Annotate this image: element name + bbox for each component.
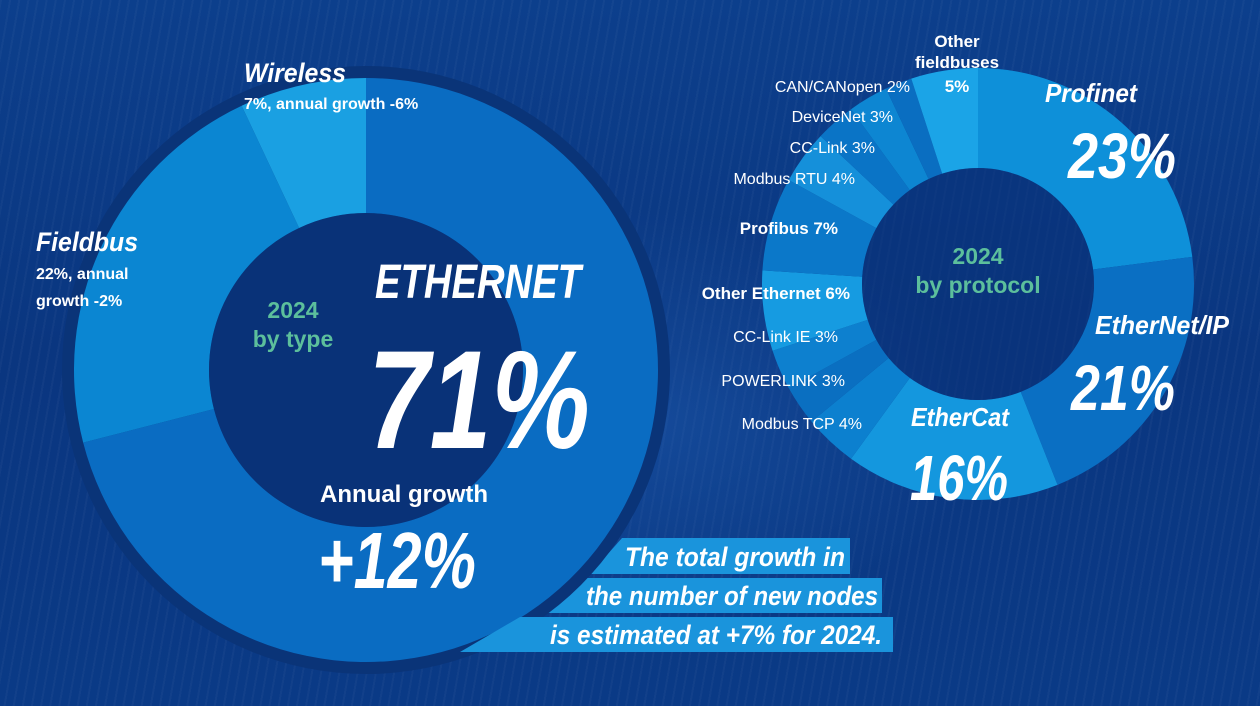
donut-by-type — [62, 66, 670, 674]
ethercat-value: 16% — [910, 442, 1008, 514]
devicenet-label: DeviceNet 3% — [792, 109, 893, 126]
banner-line-1: The total growth in — [625, 542, 845, 572]
donut-segment-fieldbus — [73, 105, 300, 443]
other-fieldbuses-label-3: 5% — [945, 77, 970, 96]
donut-segment-can-canopen — [886, 78, 943, 180]
banner-line-3: is estimated at +7% for 2024. — [550, 620, 882, 650]
ethernet-label: ETHERNET — [375, 256, 584, 309]
banner-line-2: the number of new nodes — [586, 581, 878, 611]
other-fieldbuses-label-2: fieldbuses — [915, 53, 999, 72]
profibus-label: Profibus 7% — [740, 219, 838, 238]
fieldbus-detail-2: growth -2% — [36, 293, 122, 310]
donut-hole — [209, 213, 523, 527]
banner-stripe-3 — [460, 617, 893, 652]
other-ethernet-label: Other Ethernet 6% — [702, 284, 850, 303]
donut-segment-powerlink — [788, 339, 889, 422]
ethernet-value: 71% — [368, 321, 590, 478]
ethernetip-value: 21% — [1070, 352, 1175, 424]
donut-segment-devicenet — [851, 88, 929, 191]
donut-segment-other-ethernet — [762, 270, 868, 351]
donut-by-protocol — [762, 68, 1194, 500]
donut-segment-cc-link — [820, 109, 910, 205]
banner-stripe-2 — [545, 578, 882, 613]
donut-segment-ethernet — [83, 78, 658, 662]
donut-segment-profinet — [978, 68, 1193, 270]
profinet-value: 23% — [1067, 120, 1176, 192]
modbus-rtu-label: Modbus RTU 4% — [733, 171, 855, 188]
donut-segment-ethercat — [851, 377, 1058, 500]
wireless-detail: 7%, annual growth -6% — [244, 96, 418, 113]
cclink-ie-label: CC-Link IE 3% — [733, 329, 838, 346]
donut-segment-ethernet-ip — [1020, 256, 1194, 485]
cclink-label: CC-Link 3% — [790, 140, 875, 157]
type-center-year: 2024 — [267, 297, 318, 323]
other-fieldbuses-label-1: Other — [934, 32, 980, 51]
ethernet-growth-label: Annual growth — [320, 481, 488, 508]
ethernet-growth-value: +12% — [318, 516, 476, 605]
ethernetip-label: EtherNet/IP — [1095, 310, 1230, 340]
powerlink-label: POWERLINK 3% — [721, 373, 845, 390]
protocol-center-caption: by protocol — [915, 272, 1040, 298]
donut-segment-modbus-tcp — [811, 357, 910, 459]
donut-segment-other-fieldbuses — [911, 68, 978, 174]
banner-stripe-1 — [590, 538, 850, 574]
type-center-caption: by type — [253, 326, 334, 352]
wireless-label: Wireless — [244, 58, 346, 88]
profinet-label: Profinet — [1045, 78, 1138, 108]
donut-segment-modbus-rtu — [788, 136, 894, 229]
fieldbus-detail-1: 22%, annual — [36, 266, 128, 283]
banner — [545, 538, 882, 613]
ethercat-label: EtherCat — [911, 402, 1010, 432]
modbus-tcp-label: Modbus TCP 4% — [742, 416, 862, 433]
protocol-center-year: 2024 — [952, 243, 1003, 269]
fieldbus-label: Fieldbus — [36, 227, 138, 257]
donut-segment-profibus — [762, 179, 877, 277]
donut-segment-cc-link-ie — [772, 319, 877, 389]
donut-hole — [862, 168, 1094, 400]
can-label: CAN/CANopen 2% — [775, 79, 910, 96]
donut-segment-wireless — [241, 78, 366, 228]
